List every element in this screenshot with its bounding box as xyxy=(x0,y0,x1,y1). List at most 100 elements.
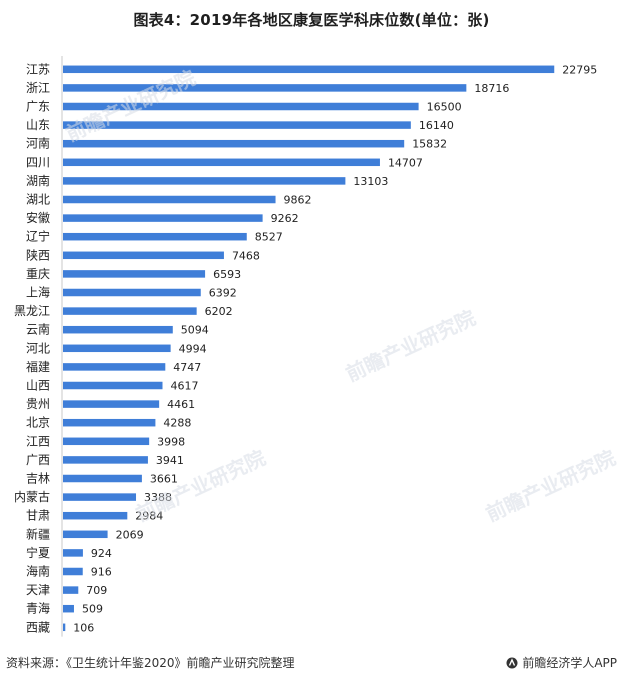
category-label: 内蒙古 xyxy=(14,489,50,504)
value-label: 2984 xyxy=(135,510,163,523)
bar xyxy=(63,418,156,427)
category-label: 重庆 xyxy=(26,267,50,281)
value-label: 18716 xyxy=(474,82,509,95)
value-label: 14707 xyxy=(388,156,423,169)
category-label: 山西 xyxy=(26,379,50,393)
bar xyxy=(63,214,263,222)
category-label: 湖北 xyxy=(26,192,50,207)
value-label: 3661 xyxy=(150,473,178,486)
brand: 前瞻经济学人APP xyxy=(506,654,617,671)
chart-title: 图表4：2019年各地区康复医学科床位数(单位：张) xyxy=(133,11,490,29)
category-label: 上海 xyxy=(26,285,50,300)
footer: 资料来源：《卫生统计年鉴2020》前瞻产业研究院整理 前瞻经济学人APP xyxy=(6,652,617,672)
value-label: 6392 xyxy=(209,287,237,300)
bar-chart: 江苏 22795 浙江 18716 广东 16500 山东 16140 河南 15832 四川 147… xyxy=(14,56,597,637)
category-label: 宁夏 xyxy=(26,545,50,560)
bar xyxy=(63,325,173,334)
bar xyxy=(63,65,555,74)
value-label: 5094 xyxy=(181,324,209,337)
category-label: 西藏 xyxy=(26,620,50,634)
bar xyxy=(63,102,419,111)
value-label: 22795 xyxy=(562,63,597,76)
brand-label: 前瞻经济学人APP xyxy=(522,656,617,670)
category-label: 浙江 xyxy=(26,81,50,95)
bar xyxy=(63,158,380,167)
bar xyxy=(63,307,197,315)
category-label: 福建 xyxy=(26,359,50,374)
category-label: 甘肃 xyxy=(26,509,50,523)
category-label: 新疆 xyxy=(26,526,50,541)
category-label: 河北 xyxy=(26,341,50,355)
value-label: 509 xyxy=(82,603,103,616)
bar xyxy=(63,567,83,576)
category-label: 广东 xyxy=(26,100,50,114)
bar xyxy=(63,139,405,148)
category-label: 北京 xyxy=(26,416,50,430)
bar xyxy=(63,195,276,204)
category-label: 河南 xyxy=(26,136,50,151)
category-label: 江苏 xyxy=(26,62,50,76)
value-label: 4288 xyxy=(163,417,191,430)
bar xyxy=(63,586,79,594)
qianzhan-logo-icon xyxy=(506,657,518,668)
value-label: 9862 xyxy=(284,194,312,207)
bar xyxy=(63,270,206,278)
value-label: 6202 xyxy=(205,305,233,318)
category-label: 云南 xyxy=(26,322,50,337)
value-label: 4747 xyxy=(173,361,201,374)
category-label: 青海 xyxy=(26,601,50,616)
category-label: 四川 xyxy=(26,155,50,169)
value-label: 3388 xyxy=(144,491,172,504)
value-label: 8527 xyxy=(255,231,283,244)
category-label: 贵州 xyxy=(26,397,50,411)
value-label: 4617 xyxy=(171,380,199,393)
value-label: 15832 xyxy=(412,138,447,151)
category-label: 山东 xyxy=(26,118,50,132)
source-note: 资料来源：《卫生统计年鉴2020》前瞻产业研究院整理 xyxy=(6,656,295,670)
bar xyxy=(63,381,163,390)
category-label: 黑龙江 xyxy=(14,304,50,318)
bar xyxy=(63,623,66,632)
bar xyxy=(63,493,137,501)
value-label: 4461 xyxy=(167,398,195,411)
bar xyxy=(63,474,142,483)
plot-area: 江苏 22795 浙江 18716 广东 16500 山东 16140 河南 15832 四川 147… xyxy=(0,52,623,642)
value-label: 13103 xyxy=(353,175,388,188)
bar xyxy=(63,604,74,613)
value-label: 3998 xyxy=(157,435,185,448)
category-label: 江西 xyxy=(26,434,50,448)
bar xyxy=(63,121,411,129)
bar xyxy=(63,400,160,408)
value-label: 16500 xyxy=(427,101,462,114)
bar xyxy=(63,344,171,353)
category-label: 辽宁 xyxy=(26,229,50,244)
value-label: 924 xyxy=(91,547,112,560)
value-label: 9262 xyxy=(271,212,299,225)
value-label: 16140 xyxy=(419,119,454,132)
bar xyxy=(63,530,108,539)
bar xyxy=(63,232,247,241)
bar xyxy=(63,437,150,446)
value-label: 6593 xyxy=(213,268,241,281)
value-label: 916 xyxy=(91,566,112,579)
value-label: 4994 xyxy=(179,342,207,355)
bar xyxy=(63,84,467,92)
category-label: 湖南 xyxy=(26,173,50,188)
bar xyxy=(63,363,166,371)
category-label: 陕西 xyxy=(26,247,50,262)
category-label: 吉林 xyxy=(26,472,50,486)
bar xyxy=(63,288,201,297)
bar xyxy=(63,511,128,520)
category-label: 广西 xyxy=(26,453,50,467)
bar xyxy=(63,251,224,260)
value-label: 106 xyxy=(73,621,94,634)
category-label: 海南 xyxy=(26,564,50,579)
value-label: 7468 xyxy=(232,249,260,262)
bar xyxy=(63,549,83,557)
value-label: 2069 xyxy=(116,528,144,541)
bar xyxy=(63,456,148,464)
bar xyxy=(63,177,346,185)
category-label: 天津 xyxy=(26,583,50,597)
category-label: 安徽 xyxy=(26,210,50,225)
value-label: 3941 xyxy=(156,454,184,467)
